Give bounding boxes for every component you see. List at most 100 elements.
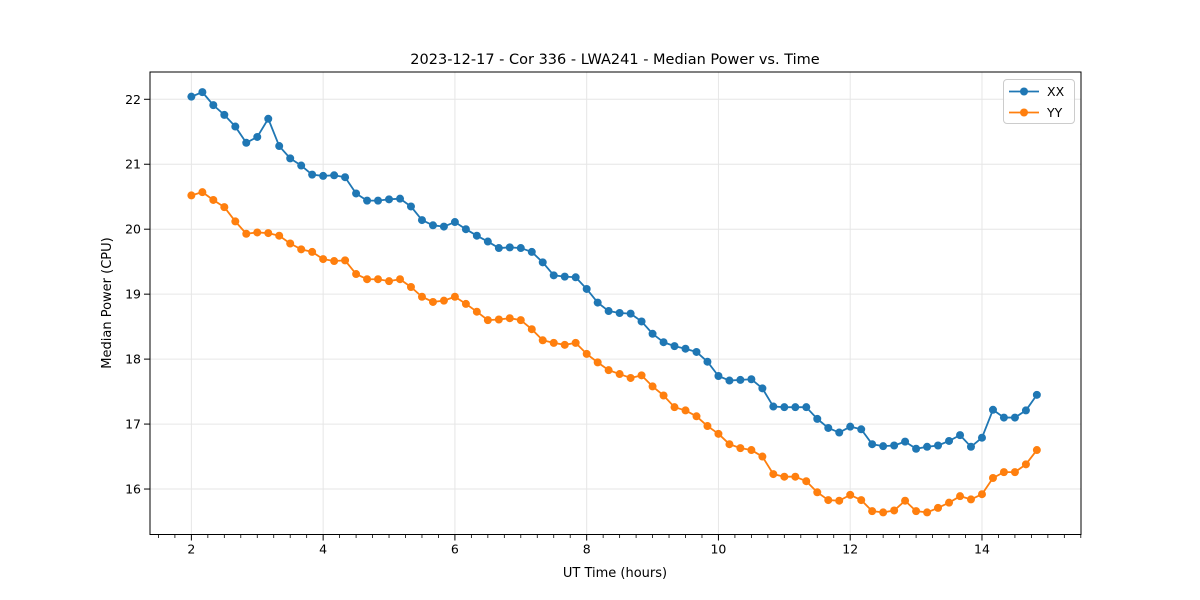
tick-labels: 2 4 6 8 10 12 14 16 17 18 19 20 21 22 — [125, 92, 990, 557]
data-point — [385, 195, 394, 204]
data-point — [1032, 390, 1041, 399]
data-point — [988, 473, 997, 482]
data-point — [945, 498, 954, 507]
data-point — [879, 442, 888, 451]
data-point — [220, 110, 229, 119]
data-point — [330, 171, 339, 180]
data-point — [308, 170, 317, 179]
y-tick-label: 20 — [125, 222, 141, 237]
data-point — [494, 244, 503, 253]
data-point — [769, 402, 778, 411]
data-point — [901, 437, 910, 446]
data-point — [736, 375, 745, 384]
data-point — [571, 273, 580, 282]
data-point — [703, 422, 712, 431]
data-point — [593, 298, 602, 307]
chart-title: 2023-12-17 - Cor 336 - LWA241 - Median P… — [410, 52, 819, 68]
data-point — [890, 441, 899, 450]
x-tick-label: 14 — [974, 542, 990, 557]
data-point — [659, 391, 668, 400]
data-point — [483, 237, 492, 246]
gridlines — [150, 72, 1081, 535]
legend: XX YY — [1003, 79, 1075, 124]
data-point — [934, 503, 943, 512]
data-point — [582, 284, 591, 293]
y-axis-label: Median Power (CPU) — [100, 237, 115, 368]
data-point — [549, 271, 558, 280]
data-point — [198, 88, 207, 97]
data-point — [626, 309, 635, 318]
data-point — [879, 508, 888, 517]
data-point — [231, 217, 240, 226]
data-point — [637, 371, 646, 380]
data-point — [780, 472, 789, 481]
data-point — [297, 245, 306, 254]
data-point — [505, 243, 514, 252]
data-point — [439, 222, 448, 231]
x-tick-label: 12 — [842, 542, 858, 557]
data-point — [582, 349, 591, 358]
legend-item-xx: XX — [1009, 84, 1065, 99]
y-tick-label: 21 — [125, 157, 141, 172]
data-point — [275, 142, 284, 151]
legend-marker-yy — [1020, 108, 1028, 117]
data-point — [483, 316, 492, 325]
data-point — [966, 442, 975, 451]
data-point — [670, 342, 679, 351]
data-point — [890, 506, 899, 515]
legend-item-yy: YY — [1009, 105, 1063, 120]
data-point — [977, 490, 986, 499]
data-point — [363, 275, 372, 284]
data-point — [637, 317, 646, 326]
data-point — [253, 228, 262, 237]
data-point — [648, 382, 657, 391]
axes-frame — [149, 71, 1082, 535]
series-markers-yy — [187, 188, 1041, 517]
data-point — [527, 247, 536, 256]
data-point — [538, 336, 547, 345]
data-point — [659, 338, 668, 347]
data-point — [802, 403, 811, 412]
data-point — [791, 403, 800, 412]
data-point — [374, 275, 383, 284]
data-point — [505, 314, 514, 323]
data-point — [956, 492, 965, 501]
data-point — [868, 507, 877, 516]
y-tick-label: 22 — [125, 92, 141, 107]
data-point — [714, 372, 723, 380]
data-point — [374, 196, 383, 205]
plot-area — [150, 72, 1081, 535]
data-point — [934, 441, 943, 450]
data-point — [209, 195, 218, 204]
data-point — [857, 496, 866, 505]
data-point — [352, 270, 361, 279]
data-point — [472, 231, 481, 240]
data-point — [396, 194, 405, 203]
data-point — [264, 229, 273, 238]
data-point — [999, 468, 1008, 477]
data-point — [966, 495, 975, 504]
data-point — [417, 216, 426, 225]
data-point — [297, 161, 306, 170]
data-point — [780, 403, 789, 412]
y-tick-label: 17 — [125, 417, 141, 432]
data-point — [725, 440, 734, 449]
series-markers-xx — [187, 88, 1041, 453]
data-point — [242, 138, 251, 147]
data-point — [187, 92, 196, 101]
data-point — [406, 202, 415, 211]
data-point — [319, 171, 328, 180]
data-point — [626, 373, 635, 382]
data-point — [264, 114, 273, 123]
data-point — [835, 428, 844, 437]
data-point — [615, 370, 624, 379]
data-point — [681, 344, 690, 353]
legend-label-yy: YY — [1046, 105, 1063, 120]
data-point — [714, 429, 723, 438]
data-point — [758, 384, 767, 393]
data-point — [692, 412, 701, 421]
data-point — [396, 275, 405, 284]
data-point — [999, 413, 1008, 422]
